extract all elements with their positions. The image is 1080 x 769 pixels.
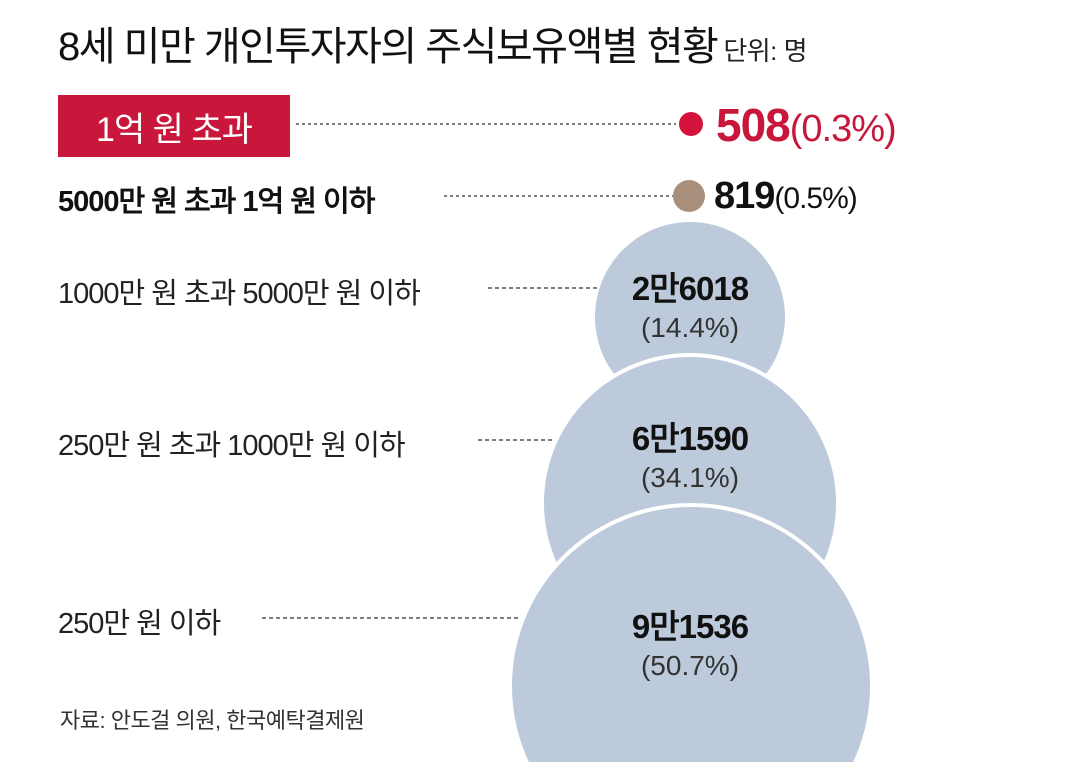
value-percent: (14.4%): [640, 312, 740, 343]
bubble-50m-100m: [673, 180, 705, 212]
category-label-2.5m-10m: 250만 원 초과 1000만 원 이하: [58, 430, 406, 462]
category-label: 1억 원 초과: [96, 110, 253, 149]
value-over-100m: 508(0.3%): [716, 98, 897, 152]
value-percent: (50.7%): [640, 650, 740, 681]
category-badge-over-100m: 1억 원 초과: [58, 95, 290, 157]
bubble-under-2.5m: [508, 503, 874, 762]
bubble-over-100m: [679, 112, 703, 136]
category-label-10m-50m: 1000만 원 초과 5000만 원 이하: [58, 278, 421, 310]
chart-title: 8세 미만 개인투자자의 주식보유액별 현황 단위: 명: [58, 14, 808, 72]
chart-title-text: 8세 미만 개인투자자의 주식보유액별 현황: [58, 25, 719, 69]
value-number: 508: [716, 99, 791, 151]
value-number: 819: [714, 175, 775, 217]
value-10m-50m: 2만6018 (14.4%): [631, 262, 749, 344]
unit-label: 단위: 명: [723, 36, 808, 66]
category-label-50m-100m: 5000만 원 초과 1억 원 이하: [58, 186, 375, 218]
source-note: 자료: 안도걸 의원, 한국예탁결제원: [60, 708, 365, 733]
value-number: 2만6018: [631, 270, 749, 307]
value-50m-100m: 819(0.5%): [714, 175, 858, 218]
value-under-2.5m: 9만1536 (50.7%): [631, 600, 749, 682]
value-percent: (0.3%): [789, 108, 897, 150]
value-percent: (34.1%): [640, 462, 740, 493]
value-percent: (0.5%): [774, 182, 857, 215]
value-number: 6만1590: [631, 420, 749, 457]
value-2.5m-10m: 6만1590 (34.1%): [631, 412, 749, 494]
value-number: 9만1536: [631, 608, 749, 645]
category-label-under-2.5m: 250만 원 이하: [58, 608, 221, 640]
